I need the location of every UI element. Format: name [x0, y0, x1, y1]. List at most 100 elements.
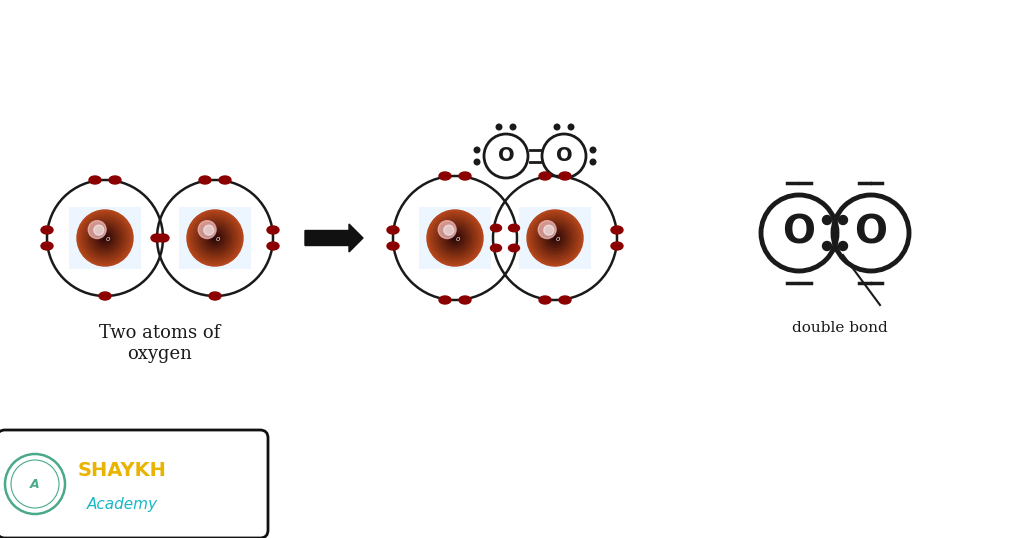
FancyBboxPatch shape	[69, 207, 141, 269]
Ellipse shape	[611, 242, 623, 250]
Ellipse shape	[459, 172, 471, 180]
Circle shape	[550, 233, 560, 243]
FancyBboxPatch shape	[518, 207, 592, 269]
Ellipse shape	[490, 244, 502, 252]
Circle shape	[441, 224, 469, 252]
Circle shape	[194, 217, 236, 259]
Circle shape	[443, 225, 454, 235]
Ellipse shape	[219, 176, 231, 184]
Circle shape	[590, 159, 596, 165]
Circle shape	[445, 229, 464, 247]
Circle shape	[510, 124, 516, 130]
Circle shape	[89, 222, 121, 254]
FancyBboxPatch shape	[178, 207, 252, 269]
Circle shape	[210, 233, 220, 243]
FancyArrow shape	[305, 224, 362, 252]
Circle shape	[822, 242, 831, 251]
FancyBboxPatch shape	[419, 207, 492, 269]
Circle shape	[94, 225, 103, 235]
Text: O: O	[782, 214, 815, 252]
Circle shape	[539, 221, 556, 238]
Circle shape	[568, 124, 573, 130]
Circle shape	[82, 215, 128, 261]
Circle shape	[548, 231, 562, 245]
Ellipse shape	[199, 176, 211, 184]
Circle shape	[427, 210, 483, 266]
Circle shape	[102, 236, 108, 240]
Text: Academy: Academy	[87, 497, 158, 512]
Circle shape	[537, 220, 573, 257]
Ellipse shape	[439, 296, 451, 304]
Ellipse shape	[490, 224, 502, 232]
Circle shape	[187, 210, 243, 266]
Circle shape	[208, 231, 222, 245]
Text: Two atoms of
oxygen: Two atoms of oxygen	[99, 324, 220, 363]
Circle shape	[77, 210, 133, 266]
Circle shape	[189, 213, 241, 264]
Ellipse shape	[99, 292, 111, 300]
Text: double bond: double bond	[793, 321, 888, 335]
Text: SHAYKH: SHAYKH	[78, 461, 167, 480]
Ellipse shape	[387, 242, 399, 250]
Ellipse shape	[151, 234, 163, 242]
Circle shape	[86, 220, 124, 257]
Circle shape	[541, 224, 569, 252]
Circle shape	[88, 221, 106, 238]
Circle shape	[91, 224, 119, 252]
Ellipse shape	[611, 226, 623, 234]
Text: O: O	[854, 214, 888, 252]
Circle shape	[839, 242, 848, 251]
Ellipse shape	[267, 242, 279, 250]
Ellipse shape	[559, 296, 571, 304]
Circle shape	[497, 124, 502, 130]
Text: A: A	[30, 478, 40, 491]
Ellipse shape	[41, 242, 53, 250]
Circle shape	[839, 216, 848, 224]
Text: o: o	[556, 236, 560, 243]
Circle shape	[191, 215, 239, 261]
Circle shape	[199, 221, 216, 238]
Circle shape	[436, 220, 474, 257]
Ellipse shape	[109, 176, 121, 184]
Circle shape	[474, 147, 480, 153]
Ellipse shape	[209, 292, 221, 300]
Circle shape	[546, 229, 564, 247]
Circle shape	[93, 226, 117, 250]
Ellipse shape	[459, 296, 471, 304]
Circle shape	[474, 159, 480, 165]
Ellipse shape	[387, 226, 399, 234]
Circle shape	[201, 224, 229, 252]
Ellipse shape	[559, 172, 571, 180]
Circle shape	[95, 229, 115, 247]
Circle shape	[79, 213, 131, 264]
Text: o: o	[105, 236, 110, 243]
Ellipse shape	[509, 224, 519, 232]
Ellipse shape	[267, 226, 279, 234]
Text: O: O	[498, 146, 514, 166]
Text: o: o	[456, 236, 460, 243]
Circle shape	[432, 215, 478, 261]
Text: O: O	[556, 146, 572, 166]
Circle shape	[590, 147, 596, 153]
Circle shape	[451, 233, 460, 243]
Circle shape	[199, 222, 231, 254]
Circle shape	[438, 221, 456, 238]
Circle shape	[453, 236, 458, 240]
FancyBboxPatch shape	[0, 430, 268, 538]
Circle shape	[204, 225, 214, 235]
Circle shape	[553, 236, 557, 240]
Circle shape	[84, 217, 126, 259]
Circle shape	[527, 210, 583, 266]
Circle shape	[822, 216, 831, 224]
Ellipse shape	[539, 296, 551, 304]
Ellipse shape	[89, 176, 101, 184]
Circle shape	[98, 231, 112, 245]
Circle shape	[544, 226, 566, 250]
Ellipse shape	[539, 172, 551, 180]
Circle shape	[529, 213, 581, 264]
Circle shape	[429, 213, 480, 264]
Circle shape	[204, 226, 226, 250]
Ellipse shape	[157, 234, 169, 242]
Circle shape	[544, 225, 554, 235]
Ellipse shape	[439, 172, 451, 180]
